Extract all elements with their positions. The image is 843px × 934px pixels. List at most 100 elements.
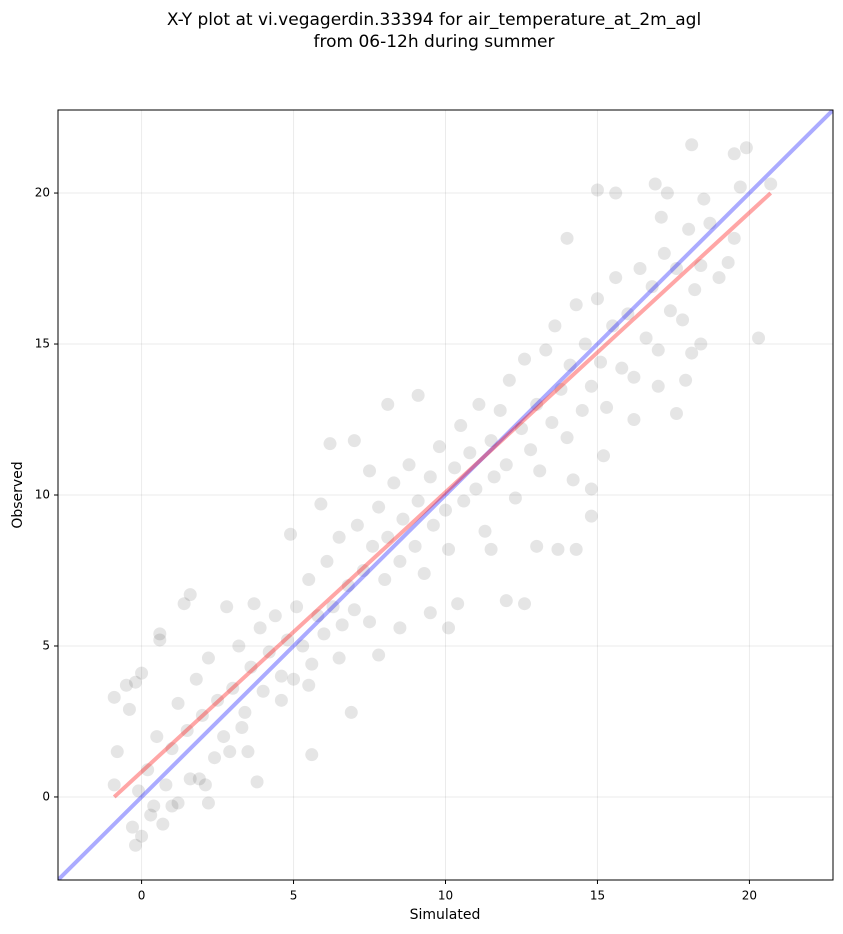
scatter-point xyxy=(621,307,635,321)
fit-line xyxy=(112,191,773,799)
scatter-point xyxy=(402,458,416,472)
scatter-point xyxy=(648,177,662,191)
scatter-point xyxy=(697,192,711,206)
scatter-point xyxy=(153,627,167,641)
scatter-point xyxy=(463,446,477,460)
scatter-point xyxy=(584,379,598,393)
scatter-point xyxy=(597,449,611,463)
scatter-point xyxy=(727,231,741,245)
chart-title: X-Y plot at vi.vegagerdin.33394 for air_… xyxy=(167,10,701,30)
scatter-point xyxy=(694,337,708,351)
scatter-point xyxy=(721,255,735,269)
scatter-point xyxy=(347,434,361,448)
y-axis-label: Observed xyxy=(10,461,26,528)
scatter-point xyxy=(609,186,623,200)
scatter-point xyxy=(195,708,209,722)
scatter-point xyxy=(606,319,620,333)
scatter-point xyxy=(305,748,319,762)
scatter-point xyxy=(320,554,334,568)
scatter-point xyxy=(223,745,237,759)
scatter-point xyxy=(247,597,261,611)
scatter-point xyxy=(554,382,568,396)
scatter-point xyxy=(280,633,294,647)
scatter-point xyxy=(156,817,170,831)
scatter-point xyxy=(685,138,699,152)
scatter-point xyxy=(469,482,483,496)
scatter-point xyxy=(323,437,337,451)
scatter-point xyxy=(250,775,264,789)
scatter-point xyxy=(305,657,319,671)
scatter-point xyxy=(326,600,340,614)
scatter-point xyxy=(268,609,282,623)
scatter-point xyxy=(514,422,528,436)
scatter-point xyxy=(487,470,501,484)
scatter-point xyxy=(545,416,559,430)
scatter-point xyxy=(439,503,452,517)
scatter-point xyxy=(584,509,598,523)
scatter-point xyxy=(575,403,589,417)
scatter-point xyxy=(122,702,136,716)
scatter-point xyxy=(347,603,361,617)
scatter-point xyxy=(423,606,437,620)
scatter-point xyxy=(302,573,316,587)
y-tick-label: 5 xyxy=(42,638,50,652)
scatter-point xyxy=(764,177,778,191)
scatter-point xyxy=(539,343,553,357)
scatter-point xyxy=(560,231,574,245)
scatter-point xyxy=(518,352,532,366)
scatter-point xyxy=(356,563,370,577)
scatter-point xyxy=(594,355,607,369)
scatter-point xyxy=(107,690,121,704)
scatter-point xyxy=(663,304,677,318)
scatter-point xyxy=(171,696,185,710)
scatter-point xyxy=(119,678,133,692)
scatter-point xyxy=(727,147,741,161)
scatter-point xyxy=(712,271,726,285)
scatter-point xyxy=(226,681,240,695)
scatter-point xyxy=(393,554,407,568)
scatter-point xyxy=(478,524,492,538)
scatter-point xyxy=(633,262,647,276)
scatter-point xyxy=(341,579,355,593)
scatter-point xyxy=(451,597,465,611)
scatter-point xyxy=(615,361,629,375)
scatter-point xyxy=(332,530,346,544)
scatter-point xyxy=(657,246,671,260)
scatter-point xyxy=(311,609,325,623)
scatter-point xyxy=(135,829,149,843)
scatter-point xyxy=(150,730,164,744)
x-tick-label: 5 xyxy=(290,889,298,903)
scatter-point xyxy=(198,778,212,792)
scatter-point xyxy=(344,705,358,719)
scatter-point xyxy=(679,373,693,387)
scatter-point xyxy=(141,763,155,777)
scatter-point xyxy=(499,458,513,472)
scatter-point xyxy=(201,651,215,665)
scatter-point xyxy=(639,331,653,345)
scatter-point xyxy=(153,633,167,647)
x-axis-label: Simulated xyxy=(410,907,481,923)
scatter-point xyxy=(256,684,270,698)
scatter-point xyxy=(457,494,471,508)
chart-subtitle: from 06-12h during summer xyxy=(314,32,555,52)
plot-area xyxy=(58,110,833,880)
scatter-point xyxy=(363,615,377,629)
scatter-point xyxy=(129,675,142,689)
scatter-point xyxy=(590,292,604,306)
scatter-point xyxy=(676,313,690,327)
scatter-point xyxy=(274,669,288,683)
scatter-point xyxy=(302,678,316,692)
scatter-point xyxy=(660,186,674,200)
scatter-point xyxy=(551,542,565,556)
scatter-point xyxy=(125,820,139,834)
scatter-point xyxy=(548,319,562,333)
scatter-point xyxy=(739,141,753,155)
scatter-point xyxy=(253,621,267,635)
scatter-point xyxy=(235,721,249,735)
scatter-point xyxy=(685,346,699,360)
scatter-point xyxy=(499,594,513,608)
scatter-point xyxy=(627,413,641,427)
scatter-point xyxy=(378,573,392,587)
scatter-point xyxy=(669,406,683,420)
scatter-point xyxy=(493,403,507,417)
